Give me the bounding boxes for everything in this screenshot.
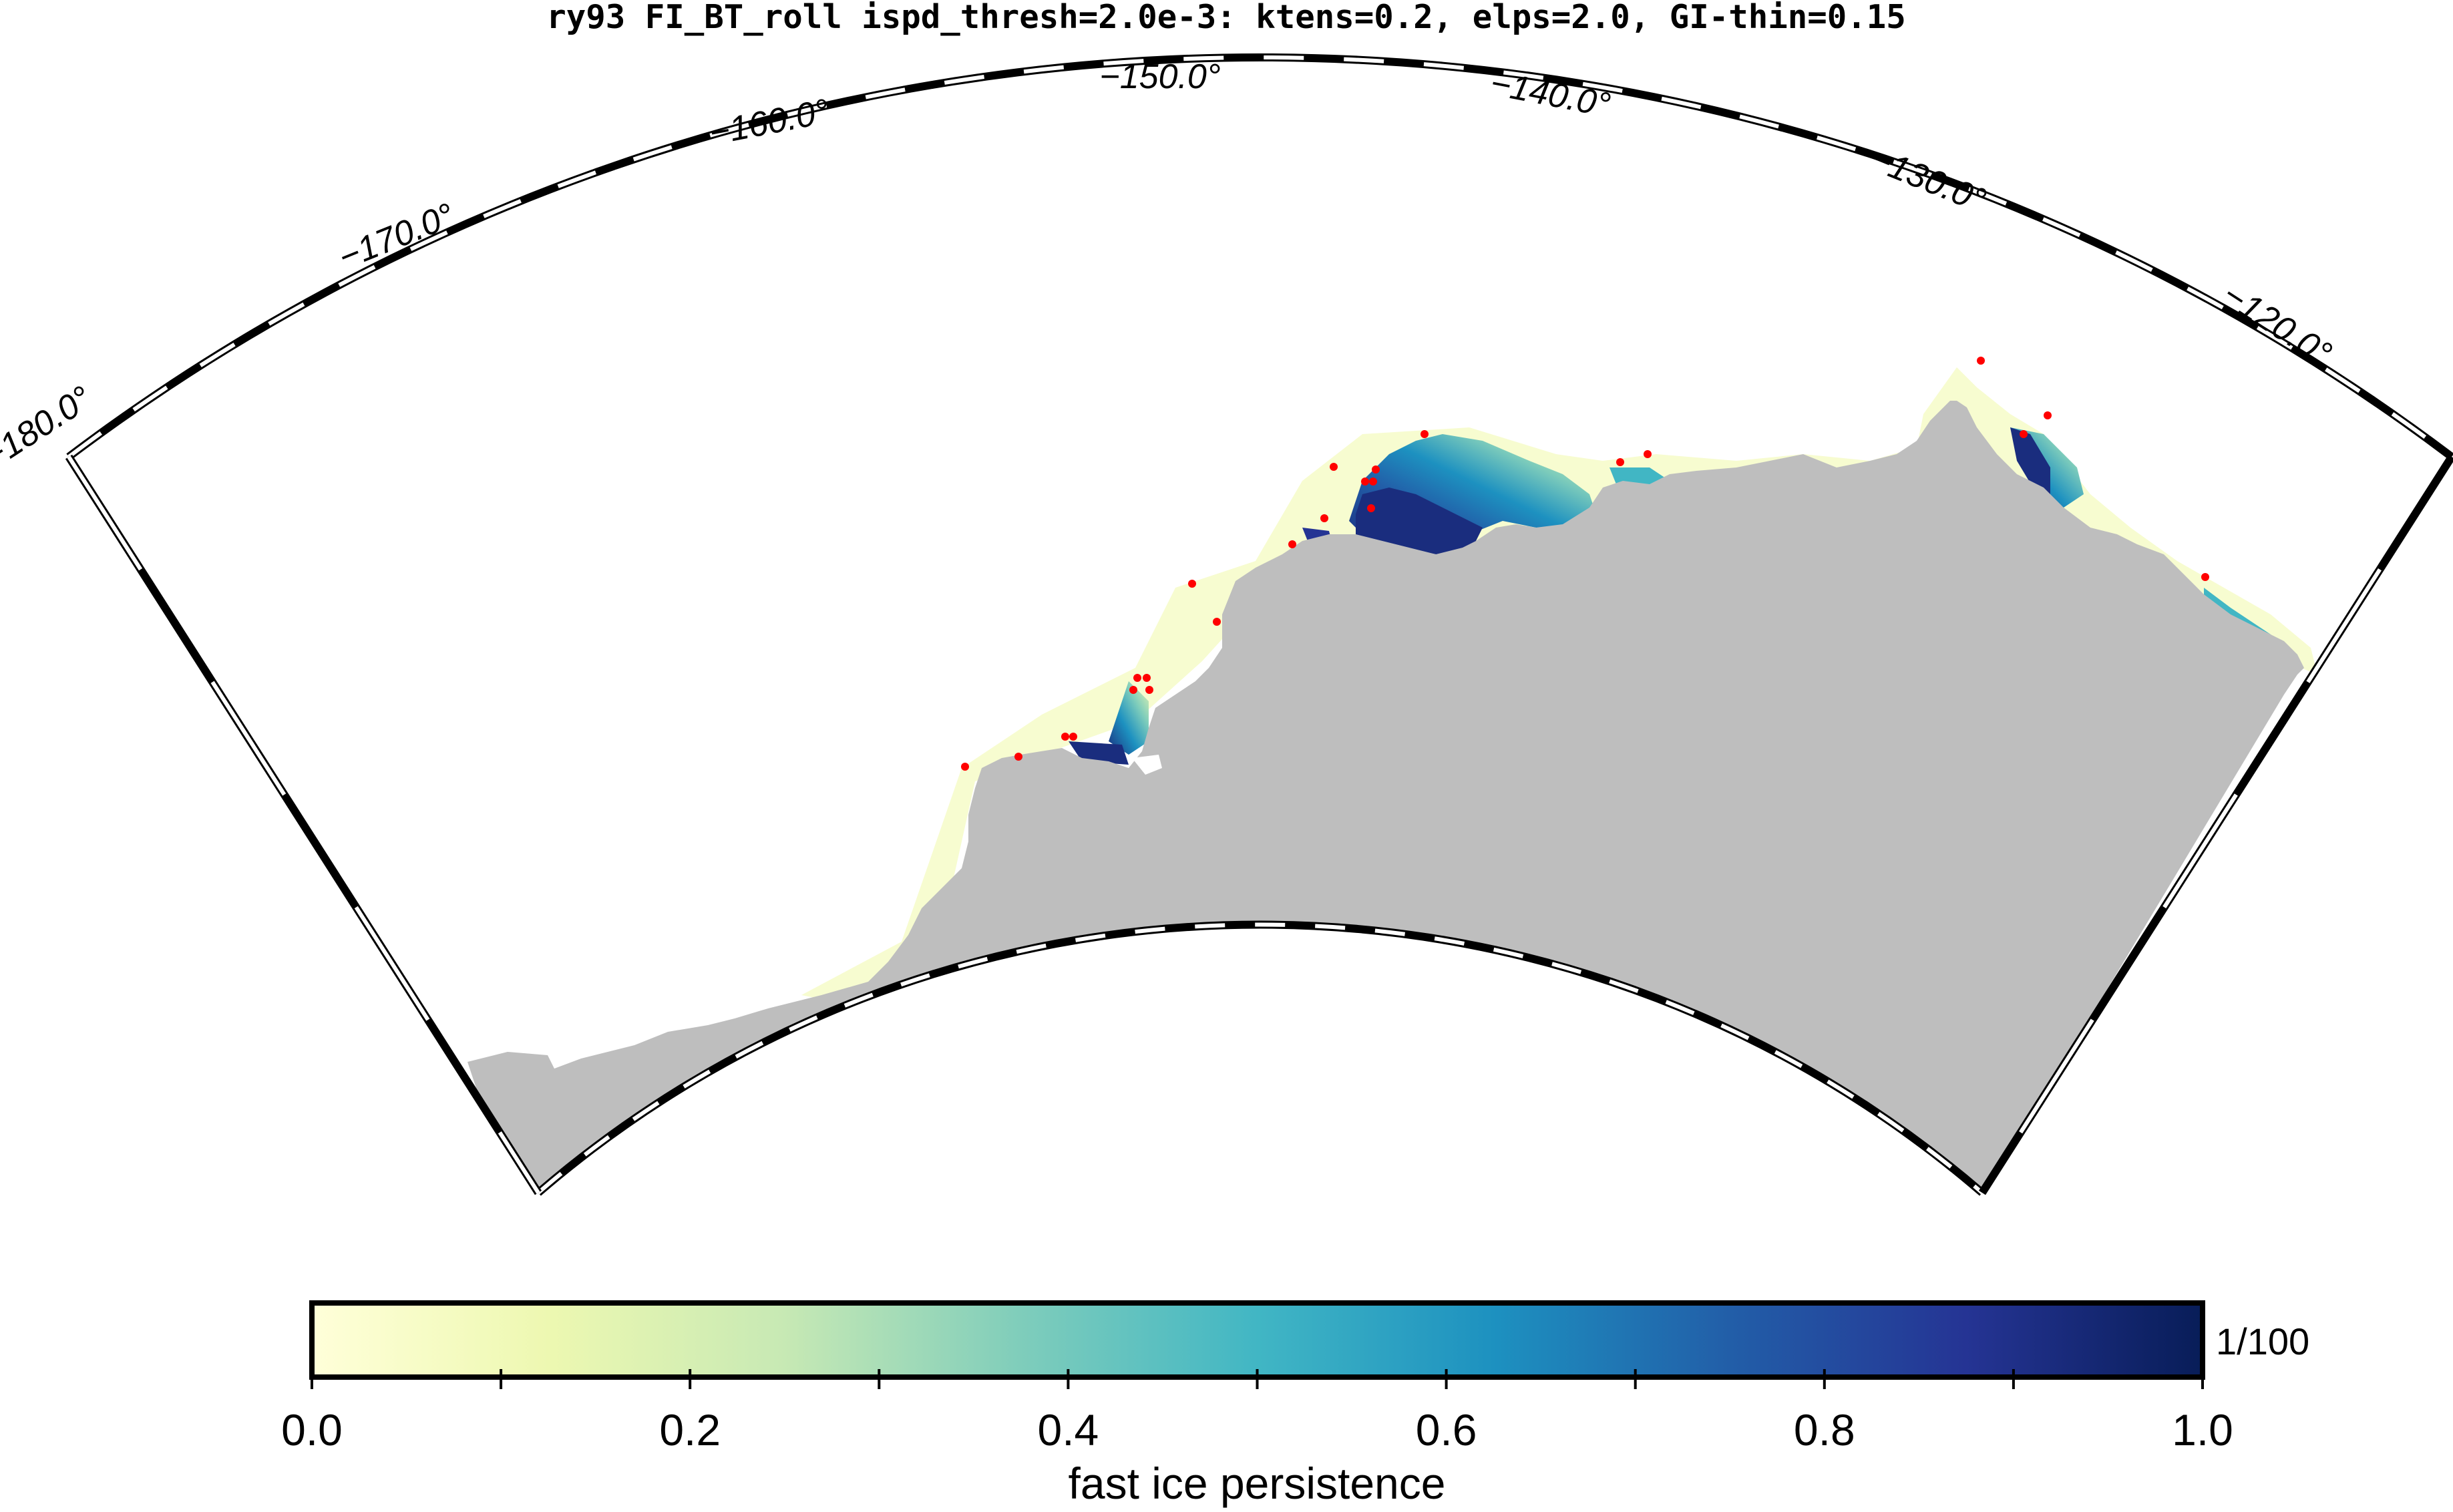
iceberg-marker xyxy=(1213,618,1221,626)
frame-outer-arc-white xyxy=(67,55,2453,459)
fast-ice-west-patch xyxy=(1109,681,1149,755)
colorbar-tick-label: 0.4 xyxy=(1038,1405,1099,1455)
map-frame xyxy=(65,53,2453,1196)
iceberg-marker xyxy=(1288,540,1296,548)
colorbar-tick-label: 0.6 xyxy=(1416,1405,1477,1455)
iceberg-marker xyxy=(1644,450,1652,458)
iceberg-marker xyxy=(2020,430,2028,438)
frame-right-edge-white xyxy=(1980,455,2453,1194)
iceberg-marker xyxy=(1372,465,1380,474)
map-title: ry93 FI_BT_roll ispd_thresh=2.0e-3: kten… xyxy=(546,0,1906,36)
iceberg-marker xyxy=(1133,674,1141,682)
iceberg-marker xyxy=(1014,753,1022,761)
iceberg-marker xyxy=(1061,733,1069,741)
iceberg-marker xyxy=(1367,504,1375,512)
iceberg-marker xyxy=(1143,674,1151,682)
lon-label-150: −150.0° xyxy=(1099,57,1220,96)
frame-left-edge xyxy=(65,454,542,1195)
colorbar-tick-label: 1.0 xyxy=(2172,1405,2233,1455)
iceberg-marker xyxy=(1069,733,1077,741)
colorbar-ticks xyxy=(311,1369,2204,1389)
map-panel: −180.0° −170.0° −160.0° −150.0° −140.0° … xyxy=(0,53,2453,1196)
iceberg-marker xyxy=(1421,430,1429,438)
frame-inner-arc-white xyxy=(537,922,1984,1195)
iceberg-marker xyxy=(1977,357,1985,365)
fast-ice-east-dense xyxy=(2010,427,2050,494)
fast-ice-embayment-dense xyxy=(1356,488,1483,554)
antarctic-land xyxy=(467,401,2304,1193)
iceberg-marker xyxy=(961,763,969,771)
iceberg-marker xyxy=(1129,686,1137,694)
iceberg-marker xyxy=(1188,580,1196,588)
colorbar: 0.0 0.2 0.4 0.6 0.8 1.0 1/100 fast ice persis… xyxy=(281,1300,2309,1508)
iceberg-marker xyxy=(1320,514,1328,522)
colorbar-tick-label: 0.2 xyxy=(659,1405,721,1455)
colorbar-label: fast ice persistence xyxy=(1069,1459,1446,1508)
colorbar-tick-labels: 0.0 0.2 0.4 0.6 0.8 1.0 xyxy=(281,1405,2233,1455)
grounded-iceberg-markers xyxy=(961,357,2209,771)
colorbar-tick-label: 0.8 xyxy=(1794,1405,1855,1455)
iceberg-marker xyxy=(2044,411,2052,419)
colorbar-tick-label: 0.0 xyxy=(281,1405,343,1455)
iceberg-marker xyxy=(1361,478,1369,486)
colorbar-ramp xyxy=(309,1300,2205,1380)
iceberg-marker xyxy=(1145,686,1153,694)
iceberg-marker xyxy=(1330,463,1338,471)
colorbar-unit: 1/100 xyxy=(2216,1320,2309,1362)
iceberg-marker xyxy=(1369,478,1377,486)
coastal-inlet xyxy=(1132,755,1162,775)
iceberg-marker xyxy=(1616,458,1624,466)
iceberg-marker xyxy=(2201,573,2209,581)
